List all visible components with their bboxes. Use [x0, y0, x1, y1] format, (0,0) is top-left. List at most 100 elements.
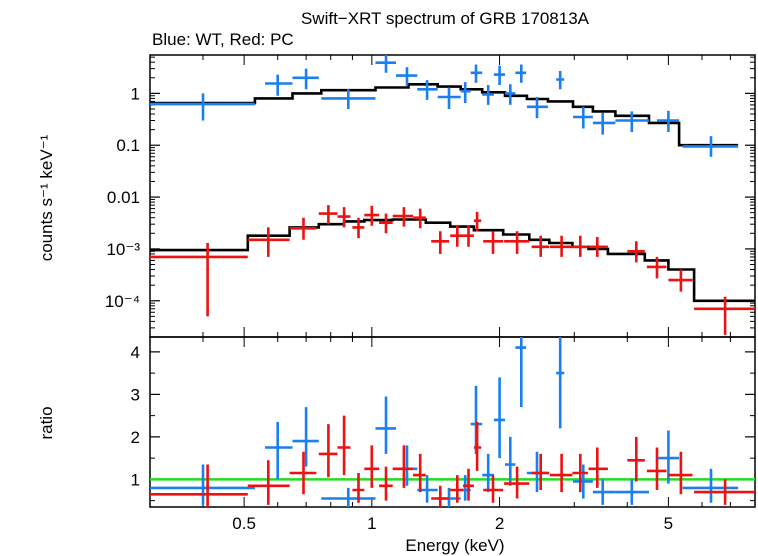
wt-data-point [493, 377, 505, 459]
x-tick-label: 0.5 [232, 514, 256, 533]
wt-data-point [482, 85, 494, 105]
pc-data-point [413, 208, 426, 229]
pc-data-point [431, 485, 449, 507]
spectrum-y-tick-label: 1 [131, 84, 140, 103]
pc-data-point [289, 217, 317, 240]
wt-data-point [615, 479, 649, 505]
pc-data-point [352, 217, 365, 239]
wt-data-point [292, 407, 319, 467]
wt-data-point [657, 110, 680, 132]
pc-data-point [364, 205, 380, 226]
pc-data-point [531, 235, 550, 257]
pc-data-point [588, 447, 608, 488]
pc-data-point [392, 445, 413, 488]
ratio-y-tick-label: 3 [131, 385, 140, 404]
pc-data-point [483, 231, 504, 254]
pc-data-point [150, 464, 248, 507]
y-axis-label-spectrum: counts s⁻¹ keV⁻¹ [37, 134, 56, 261]
pc-data-point [364, 445, 380, 488]
wt-data-point [592, 112, 616, 135]
wt-data-point [375, 55, 396, 73]
pc-data-point [473, 422, 482, 471]
pc-data-point [646, 256, 667, 279]
pc-data-point [694, 296, 755, 335]
pc-data-point [646, 447, 667, 490]
wt-data-point [321, 89, 376, 109]
y-axis-label-ratio: ratio [37, 406, 56, 439]
pc-data-point [483, 475, 504, 503]
ratio-y-tick-label: 4 [131, 343, 140, 362]
pc-data-point [550, 235, 573, 257]
wt-data-point [505, 436, 516, 486]
pc-data-point [247, 460, 290, 505]
pc-data-point [668, 269, 693, 292]
pc-data-point [150, 243, 248, 317]
pc-data-point [289, 451, 317, 495]
model-step-line [150, 83, 739, 147]
pc-data-point [379, 213, 393, 234]
wt-data-point [526, 97, 548, 119]
wt-data-point [150, 464, 255, 505]
wt-data-point [615, 111, 649, 132]
pc-data-point [450, 475, 463, 503]
ratio-y-tick-label: 1 [131, 470, 140, 489]
ratio-y-tick-label: 2 [131, 428, 140, 447]
pc-data-point [337, 207, 351, 228]
pc-data-point [379, 466, 393, 501]
wt-data-point [556, 71, 565, 90]
wt-data-point [515, 64, 527, 83]
wt-data-point [682, 136, 739, 157]
wt-data-point [470, 64, 483, 83]
wt-data-point [573, 464, 593, 499]
wt-data-point [321, 487, 376, 507]
pc-data-point [318, 205, 338, 225]
pc-data-point [694, 479, 755, 505]
wt-data-point [493, 65, 505, 85]
pc-data-point [572, 235, 588, 257]
pc-data-point [588, 237, 608, 257]
pc-data-point [318, 424, 338, 478]
spectrum-y-tick-label: 10⁻⁴ [105, 292, 140, 311]
wt-data-point [592, 479, 616, 505]
ratio-panel-frame [149, 336, 756, 508]
chart-subtitle: Blue: WT, Red: PC [152, 30, 294, 49]
wt-data-point [515, 337, 527, 408]
pc-data-point [337, 415, 351, 476]
x-tick-label: 2 [495, 514, 504, 533]
wt-data-point [573, 106, 593, 129]
pc-data-point [627, 241, 645, 263]
spectrum-y-tick-label: 0.1 [116, 136, 140, 155]
wt-data-point [417, 80, 438, 100]
spectrum-y-tick-label: 10⁻³ [106, 240, 140, 259]
wt-data-point [505, 84, 516, 105]
pc-data-point [463, 468, 474, 501]
pc-data-point [572, 453, 588, 493]
plot-area: 1 0.1 0.01 10⁻³ 10⁻⁴ 1 2 3 4 0.5 1 2 5 [105, 54, 756, 533]
x-axis-label: Energy (keV) [405, 536, 504, 555]
spectrum-y-tick-label: 0.01 [107, 188, 140, 207]
pc-data-point [431, 231, 449, 254]
wt-data-point [437, 87, 461, 109]
pc-data-point [531, 453, 550, 490]
pc-data-point [413, 453, 426, 493]
pc-data-point [352, 473, 365, 503]
wt-data-point [396, 67, 418, 86]
pc-data-point [550, 453, 573, 493]
wt-data-point [150, 93, 255, 121]
pc-data-point [504, 466, 530, 499]
model-step-line [150, 218, 755, 303]
pc-data-point [504, 231, 530, 254]
wt-data-point [292, 68, 319, 90]
pc-data-point [392, 207, 413, 227]
x-tick-label: 1 [367, 514, 376, 533]
wt-data-point [556, 337, 565, 429]
wt-data-point [460, 82, 471, 104]
wt-data-point [265, 74, 293, 96]
pc-data-point [627, 436, 645, 482]
pc-data-point [247, 227, 290, 257]
pc-data-point [450, 225, 463, 247]
pc-data-point [473, 211, 482, 232]
chart-title: Swift−XRT spectrum of GRB 170813A [301, 9, 590, 28]
wt-data-point [682, 468, 739, 503]
